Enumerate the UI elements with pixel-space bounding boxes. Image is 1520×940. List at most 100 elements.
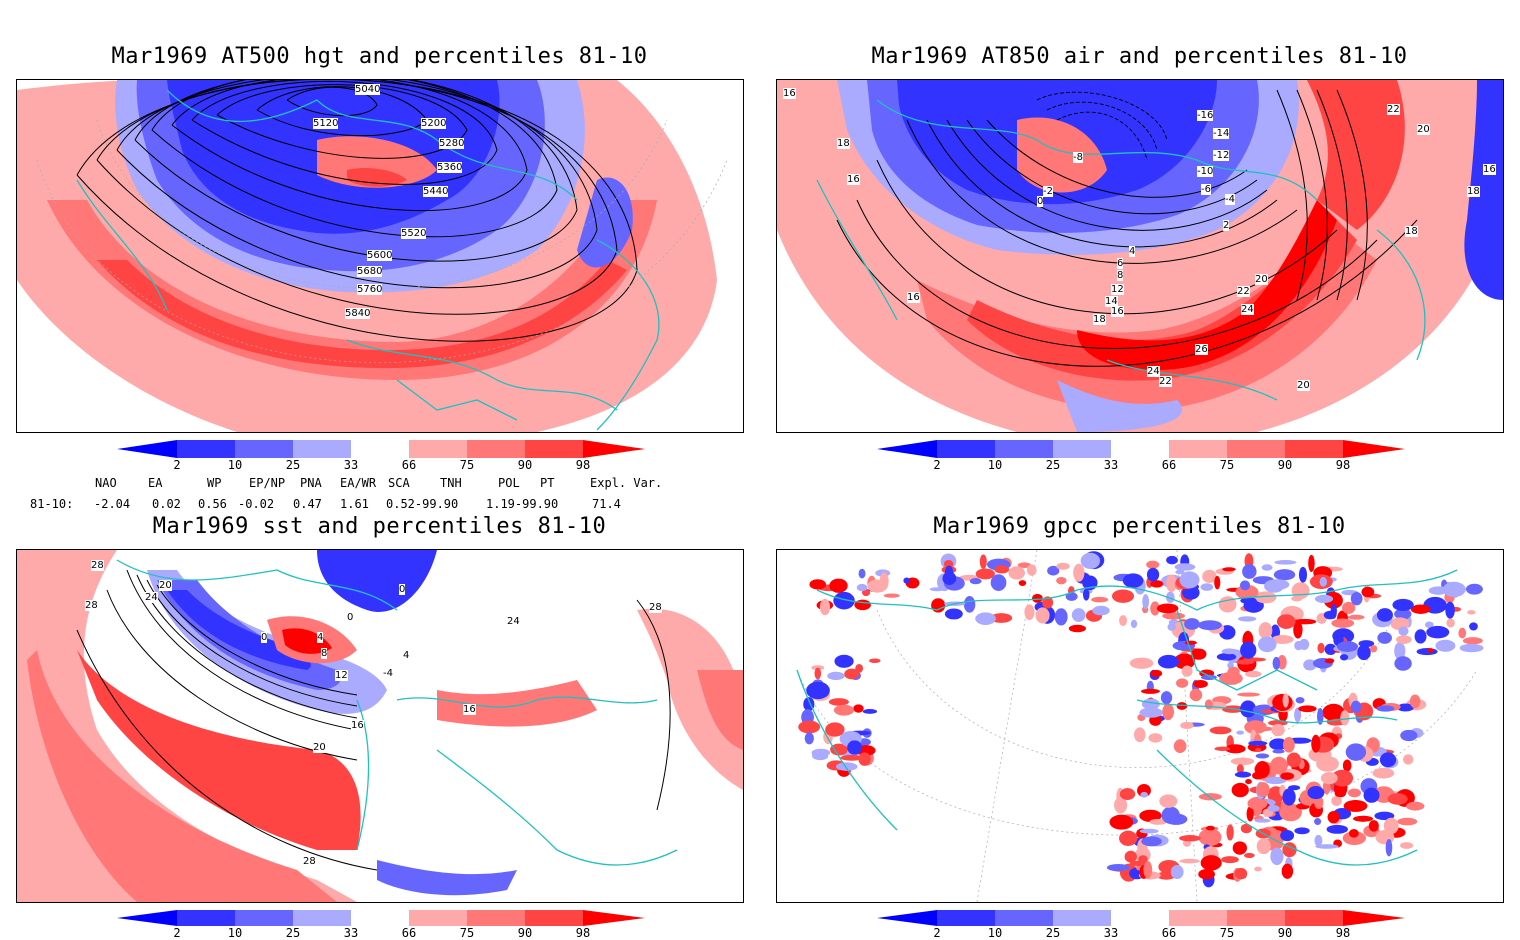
precip-blob bbox=[1377, 631, 1392, 644]
colorbar-label: 75 bbox=[459, 458, 475, 472]
contour-label: -6 bbox=[1201, 184, 1211, 195]
precip-blob bbox=[1091, 596, 1109, 603]
precip-blob bbox=[1008, 566, 1025, 580]
precip-blob bbox=[1353, 815, 1374, 822]
precip-blob bbox=[1458, 627, 1467, 639]
precip-blob bbox=[1307, 786, 1325, 800]
precip-blob bbox=[1122, 573, 1144, 588]
panel-title-air850: Mar1969 AT850 air and percentiles 81-10 bbox=[871, 44, 1408, 69]
precip-blob bbox=[1336, 641, 1359, 652]
colorbar-label: 90 bbox=[1277, 926, 1293, 940]
precip-blob bbox=[1316, 756, 1339, 772]
precip-blob bbox=[833, 591, 855, 610]
precip-blob bbox=[1129, 860, 1146, 866]
precip-blob bbox=[1106, 864, 1130, 872]
index-value: 1.61 bbox=[340, 497, 369, 511]
contour-label: 24 bbox=[145, 592, 158, 603]
precip-blob bbox=[1280, 830, 1295, 842]
contour-label: 4 bbox=[1129, 246, 1136, 257]
contour-label: 16 bbox=[1111, 306, 1124, 317]
index-value: 0.47 bbox=[293, 497, 322, 511]
precip-blob bbox=[1339, 654, 1349, 661]
precip-blob bbox=[1376, 705, 1395, 712]
contour-label: 0 bbox=[347, 612, 354, 623]
precip-blob bbox=[1198, 793, 1222, 801]
precip-blob bbox=[1272, 693, 1293, 712]
precip-blob bbox=[1327, 810, 1340, 824]
precip-blob bbox=[798, 720, 821, 734]
precip-blob bbox=[903, 577, 910, 584]
contour-labels: 16 18 16 -16 -14 -12 -10 -8 -6 -4 -2 0 2… bbox=[777, 80, 1503, 432]
contour-label: -10 bbox=[1197, 166, 1214, 177]
precip-blob bbox=[1398, 626, 1409, 636]
precip-blob bbox=[1281, 863, 1294, 879]
precip-blob bbox=[1272, 749, 1285, 754]
precip-blob bbox=[1397, 817, 1418, 826]
map-panel-sst: 28 28 24 20 0 0 4 8 12 16 20 28 28 16 4 … bbox=[16, 549, 744, 903]
precip-blob bbox=[1269, 738, 1288, 751]
contour-label: -16 bbox=[1197, 110, 1214, 121]
contour-label: 5040 bbox=[355, 84, 381, 95]
precip-blob bbox=[1162, 612, 1185, 620]
precip-blob bbox=[1294, 827, 1310, 835]
precip-blob bbox=[1270, 847, 1284, 866]
index-value: 0.52-99.90 bbox=[386, 497, 459, 511]
precip-blob bbox=[979, 554, 987, 569]
precip-blob bbox=[847, 740, 863, 755]
precip-blob bbox=[1350, 591, 1363, 606]
contour-label: 5600 bbox=[367, 250, 393, 261]
contour-label: 5360 bbox=[437, 162, 463, 173]
index-header: SCA bbox=[388, 476, 410, 490]
precip-blob bbox=[1286, 752, 1302, 768]
precip-blob bbox=[1236, 659, 1255, 665]
precip-blob bbox=[1092, 605, 1110, 616]
precip-blob bbox=[1139, 809, 1162, 822]
precip-blob bbox=[1426, 648, 1434, 653]
contour-labels: 28 28 24 20 0 0 4 8 12 16 20 28 28 16 4 … bbox=[17, 550, 743, 902]
precip-blob bbox=[1308, 554, 1315, 572]
precip-blob bbox=[829, 578, 848, 593]
precip-blob bbox=[990, 574, 1007, 591]
precip-blob bbox=[1256, 838, 1271, 855]
precip-blob bbox=[1282, 788, 1296, 806]
precip-blob bbox=[1334, 789, 1342, 797]
precip-blob bbox=[1414, 629, 1427, 644]
precip-blob bbox=[1272, 656, 1281, 670]
precip-blob bbox=[1161, 806, 1180, 824]
precip-blob bbox=[1350, 700, 1362, 714]
precip-blob bbox=[1129, 657, 1154, 669]
precip-blob bbox=[1150, 580, 1164, 588]
precip-blob bbox=[1254, 591, 1277, 604]
index-header: WP bbox=[207, 476, 222, 490]
precip-blob bbox=[1200, 583, 1214, 591]
contour-label: -14 bbox=[1213, 128, 1230, 139]
precip-blob bbox=[1394, 608, 1412, 620]
contour-label: 8 bbox=[321, 648, 328, 659]
precip-blob bbox=[1383, 817, 1399, 835]
precip-blob bbox=[1235, 584, 1259, 600]
precip-blob bbox=[1254, 761, 1270, 779]
precip-blob bbox=[1348, 828, 1359, 838]
index-header: POL bbox=[498, 476, 520, 490]
precip-blob bbox=[1356, 644, 1371, 661]
precip-blob bbox=[1469, 622, 1478, 631]
precip-blob bbox=[1193, 679, 1208, 688]
precip-blob bbox=[1124, 850, 1137, 863]
precip-blob bbox=[1080, 552, 1101, 569]
panel-title-hgt500: Mar1969 AT500 hgt and percentiles 81-10 bbox=[111, 44, 648, 69]
precip-blob bbox=[1119, 615, 1128, 627]
precip-blob bbox=[862, 709, 878, 714]
precip-blob bbox=[1416, 648, 1438, 656]
map-panel-hgt500: 5040 5120 5200 5280 5360 5440 5520 5600 … bbox=[16, 79, 744, 433]
precip-blob bbox=[1303, 659, 1317, 671]
precip-blob bbox=[1234, 868, 1248, 880]
precip-blob bbox=[1424, 621, 1434, 629]
precip-blob bbox=[1435, 639, 1456, 652]
precip-blob bbox=[1396, 635, 1412, 644]
precip-blob bbox=[1276, 614, 1296, 629]
precip-blob bbox=[1179, 858, 1200, 864]
precip-blob bbox=[1054, 608, 1068, 626]
contour-label: 18 bbox=[837, 138, 850, 149]
precip-blob bbox=[1222, 567, 1236, 572]
precip-blob bbox=[1392, 598, 1414, 611]
